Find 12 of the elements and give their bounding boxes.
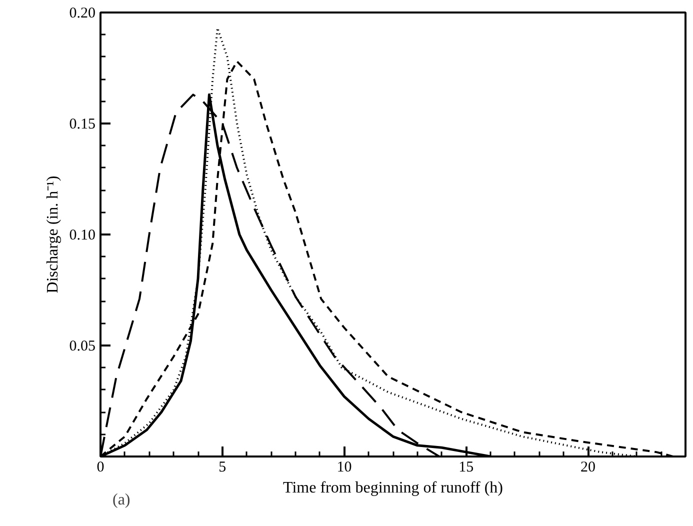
x-axis-title: Time from beginning of runoff (h): [283, 480, 503, 496]
y-tick-label: 0.15: [69, 116, 96, 132]
y-tick-label: 0.05: [69, 338, 96, 354]
y-tick-label: 0.10: [69, 228, 96, 244]
x-tick-label: 15: [458, 460, 474, 476]
x-tick-label: 0: [96, 460, 104, 476]
x-tick-label: 10: [336, 460, 352, 476]
text: (a): [112, 492, 130, 508]
y-axis-title: Discharge (in. h⁻¹): [44, 176, 62, 294]
y-tick-label: 0.20: [69, 6, 96, 22]
x-tick-label: 5: [218, 460, 226, 476]
x-tick-label: 20: [580, 460, 596, 476]
